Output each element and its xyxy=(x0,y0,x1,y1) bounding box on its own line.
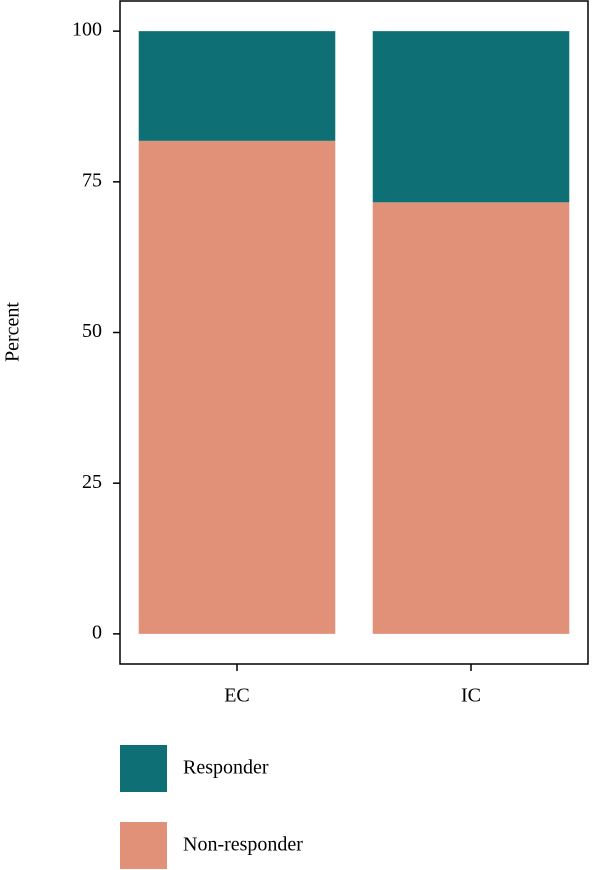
legend-swatch xyxy=(120,745,167,792)
y-tick-label: 75 xyxy=(82,169,102,191)
legend-label: Non-responder xyxy=(183,834,303,856)
y-axis-label: Percent xyxy=(2,302,24,362)
bar-segment xyxy=(372,31,570,203)
bar-segment xyxy=(138,140,336,634)
bar-segment xyxy=(372,202,570,634)
x-tick-label: EC xyxy=(224,685,250,707)
bar-segment xyxy=(138,31,336,141)
y-tick-label: 50 xyxy=(82,320,102,342)
y-tick-label: 0 xyxy=(92,621,102,643)
legend-label: Responder xyxy=(183,757,269,779)
y-tick-label: 100 xyxy=(72,19,102,41)
y-tick-label: 25 xyxy=(82,471,102,493)
x-tick-label: IC xyxy=(461,685,481,707)
legend-swatch xyxy=(120,822,167,869)
